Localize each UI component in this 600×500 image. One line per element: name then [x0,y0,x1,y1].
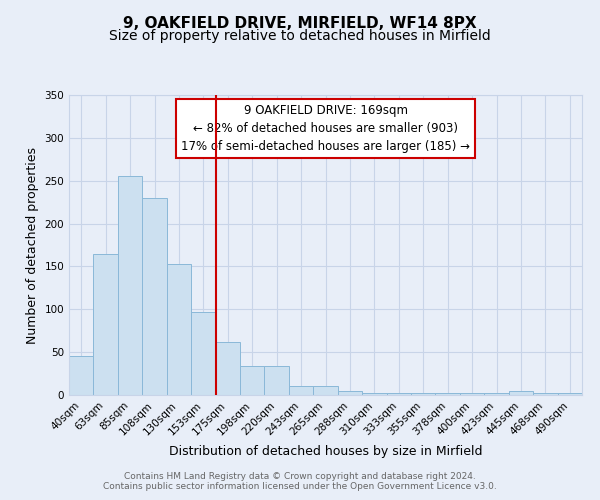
Bar [240,366,265,395]
Bar [69,356,94,395]
Bar [533,394,557,395]
Bar [557,394,582,395]
Bar [484,394,509,395]
Bar [191,312,215,395]
Bar [460,394,484,395]
Text: Contains public sector information licensed under the Open Government Licence v3: Contains public sector information licen… [103,482,497,491]
Bar [118,176,142,395]
Text: 9, OAKFIELD DRIVE, MIRFIELD, WF14 8PX: 9, OAKFIELD DRIVE, MIRFIELD, WF14 8PX [123,16,477,31]
Bar [411,394,436,395]
Text: 9 OAKFIELD DRIVE: 169sqm
← 82% of detached houses are smaller (903)
17% of semi-: 9 OAKFIELD DRIVE: 169sqm ← 82% of detach… [181,104,470,153]
Bar [167,264,191,395]
Bar [386,394,411,395]
Bar [509,390,533,395]
Bar [94,254,118,395]
Text: Size of property relative to detached houses in Mirfield: Size of property relative to detached ho… [109,29,491,43]
Text: Contains HM Land Registry data © Crown copyright and database right 2024.: Contains HM Land Registry data © Crown c… [124,472,476,481]
Bar [265,366,289,395]
Bar [215,342,240,395]
Y-axis label: Number of detached properties: Number of detached properties [26,146,39,344]
Bar [289,386,313,395]
Bar [142,198,167,395]
Bar [436,394,460,395]
Bar [362,394,386,395]
Bar [338,390,362,395]
X-axis label: Distribution of detached houses by size in Mirfield: Distribution of detached houses by size … [169,445,482,458]
Bar [313,386,338,395]
